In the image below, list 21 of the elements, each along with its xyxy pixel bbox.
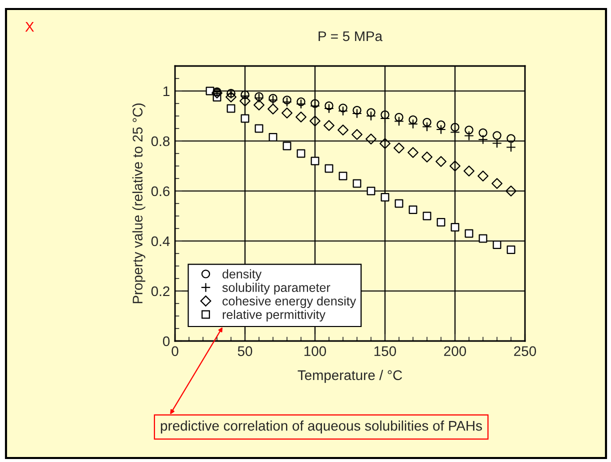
x-axis-title: Temperature / °C bbox=[298, 370, 402, 383]
text: predictive correlation of aqueous solubilities of PAHs bbox=[160, 420, 482, 434]
chart-title: P = 5 MPa bbox=[318, 31, 382, 42]
legend-label: relative permittivity bbox=[222, 310, 326, 322]
legend-label: solubility parameter bbox=[222, 282, 330, 294]
y-tick-label: 0 bbox=[162, 336, 170, 346]
y-tick-label: 0.8 bbox=[151, 136, 170, 146]
x-tick-label: 100 bbox=[304, 346, 326, 356]
x-tick-label: 50 bbox=[238, 346, 252, 356]
x-tick-label: 250 bbox=[514, 346, 536, 356]
x-tick-label: 0 bbox=[172, 346, 178, 356]
y-tick-label: 0.4 bbox=[151, 236, 170, 246]
legend-label: cohesive energy density bbox=[222, 296, 356, 308]
x-tick-label: 150 bbox=[374, 346, 396, 356]
y-tick-label: 0.2 bbox=[151, 286, 170, 296]
y-axis-title: Property value (relative to 25 °C) bbox=[132, 104, 146, 304]
y-tick-label: 1 bbox=[163, 86, 170, 96]
x-tick-label: 200 bbox=[444, 346, 466, 356]
text: X bbox=[25, 22, 34, 32]
y-tick-label: 0.6 bbox=[151, 186, 170, 196]
legend-label: density bbox=[222, 269, 262, 281]
